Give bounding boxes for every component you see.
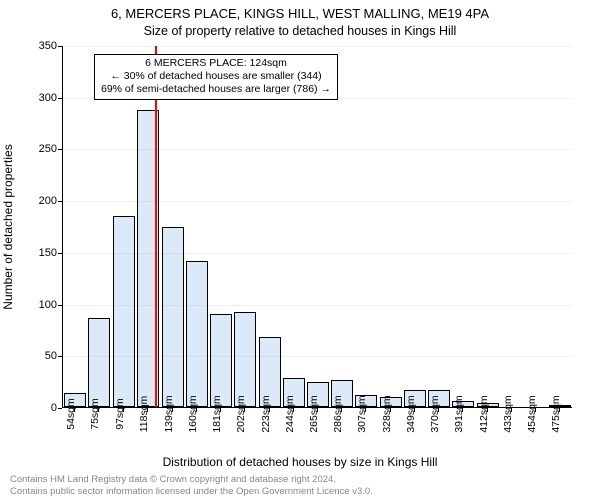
x-tick-label: 328sqm bbox=[377, 395, 393, 432]
y-tick-label: 250 bbox=[19, 143, 57, 155]
y-tick-label: 350 bbox=[19, 40, 57, 52]
x-tick-label: 118sqm bbox=[134, 396, 150, 433]
x-tick-label: 97sqm bbox=[110, 398, 126, 430]
footer-line1: Contains HM Land Registry data © Crown c… bbox=[0, 474, 600, 485]
footer-line2: Contains public sector information licen… bbox=[0, 486, 600, 497]
x-tick-label: 370sqm bbox=[425, 395, 441, 432]
x-tick-label: 454sqm bbox=[522, 395, 538, 432]
histogram-bar bbox=[88, 318, 110, 407]
chart-title: 6, MERCERS PLACE, KINGS HILL, WEST MALLI… bbox=[0, 6, 600, 21]
x-tick-label: 160sqm bbox=[183, 395, 199, 432]
x-tick-label: 433sqm bbox=[498, 395, 514, 432]
histogram-bar bbox=[210, 314, 232, 407]
x-tick-label: 202sqm bbox=[231, 395, 247, 432]
histogram-bar bbox=[162, 227, 184, 407]
y-axis-label: Number of detached properties bbox=[1, 144, 15, 309]
x-tick-label: 412sqm bbox=[474, 395, 490, 432]
x-tick-label: 475sqm bbox=[546, 395, 562, 432]
x-tick-label: 391sqm bbox=[449, 395, 465, 432]
y-tick-label: 100 bbox=[19, 299, 57, 311]
x-tick-label: 286sqm bbox=[328, 395, 344, 432]
x-tick-label: 265sqm bbox=[304, 395, 320, 432]
x-tick-label: 307sqm bbox=[352, 395, 368, 432]
y-tick-label: 300 bbox=[19, 92, 57, 104]
histogram-bar bbox=[234, 312, 256, 407]
y-tick-label: 50 bbox=[19, 350, 57, 362]
y-tick-label: 150 bbox=[19, 247, 57, 259]
x-tick-label: 54sqm bbox=[61, 398, 77, 430]
y-tick-label: 200 bbox=[19, 195, 57, 207]
chart-subtitle: Size of property relative to detached ho… bbox=[0, 24, 600, 38]
x-tick-label: 181sqm bbox=[207, 395, 223, 432]
histogram-bar bbox=[113, 216, 135, 407]
x-tick-label: 75sqm bbox=[85, 398, 101, 430]
annotation-line2: ← 30% of detached houses are smaller (34… bbox=[101, 70, 331, 83]
x-tick-label: 223sqm bbox=[256, 395, 272, 432]
annotation-box: 6 MERCERS PLACE: 124sqm ← 30% of detache… bbox=[94, 54, 338, 100]
x-tick-label: 244sqm bbox=[280, 395, 296, 432]
histogram-bar bbox=[186, 261, 208, 407]
annotation-line3: 69% of semi-detached houses are larger (… bbox=[101, 83, 331, 96]
x-tick-label: 139sqm bbox=[159, 395, 175, 432]
chart-container: { "title": { "main": "6, MERCERS PLACE, … bbox=[0, 0, 600, 500]
y-tick-label: 0 bbox=[19, 402, 57, 414]
x-tick-label: 349sqm bbox=[401, 395, 417, 432]
x-axis-label: Distribution of detached houses by size … bbox=[0, 455, 600, 469]
annotation-line1: 6 MERCERS PLACE: 124sqm bbox=[101, 57, 331, 70]
